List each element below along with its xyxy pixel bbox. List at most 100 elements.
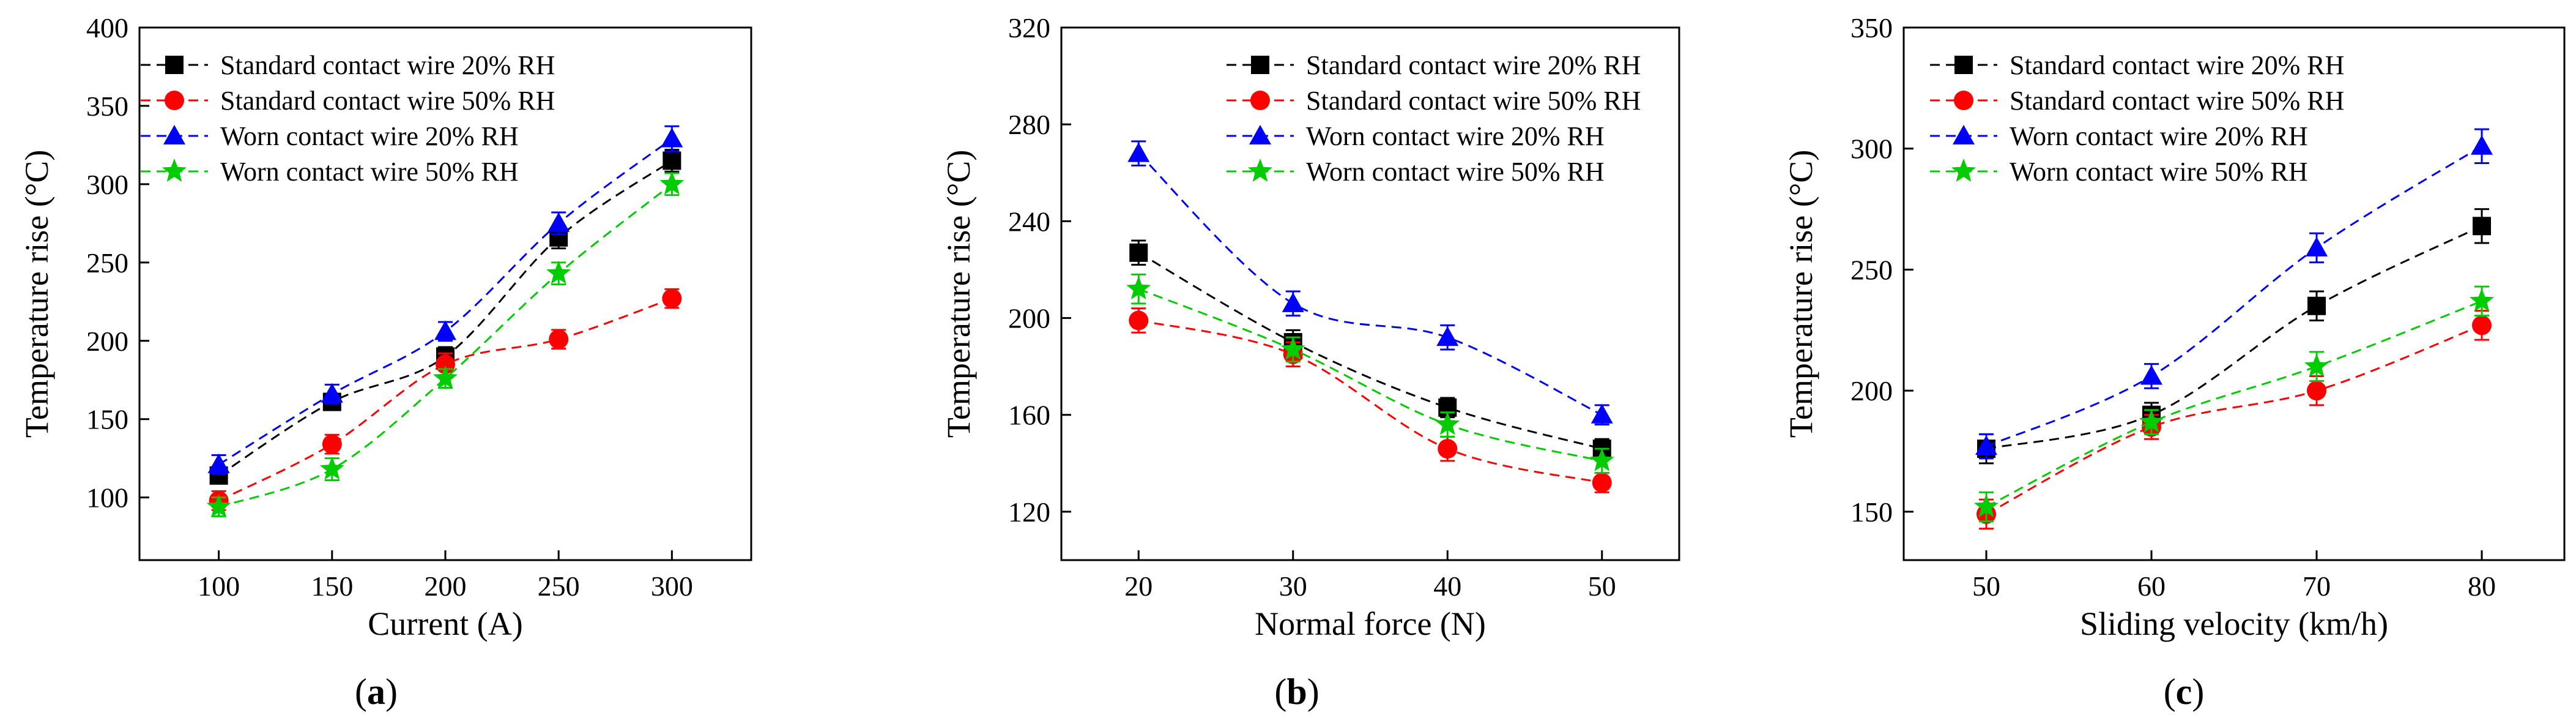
data-point: [1435, 411, 1460, 435]
series-0: [209, 149, 681, 485]
data-point: [321, 383, 343, 403]
plot-frame: [1060, 26, 1680, 561]
y-axis-label: Temperature rise (°C): [1783, 150, 1819, 438]
legend-label: Worn contact wire 20% RH: [220, 121, 519, 151]
panel-label-close: ): [2192, 672, 2204, 712]
data-point: [206, 494, 231, 517]
data-point: [319, 456, 344, 480]
series-line: [218, 160, 673, 477]
y-tick-label: 120: [1008, 496, 1050, 528]
data-point: [1975, 435, 1997, 455]
series-1: [1977, 310, 2492, 530]
data-point: [207, 453, 230, 473]
legend-label: Standard contact wire 20% RH: [2010, 50, 2344, 80]
panel-label-open: (: [355, 672, 367, 712]
data-point: [2140, 365, 2162, 385]
series-line: [1138, 252, 1603, 450]
data-point: [1129, 310, 1149, 331]
data-point: [1592, 473, 1612, 493]
series-3: [206, 171, 685, 517]
data-point: [662, 288, 682, 309]
series-line: [1138, 152, 1603, 416]
data-point: [546, 260, 571, 284]
legend-marker: [165, 56, 184, 74]
data-point: [1282, 292, 1304, 312]
x-tick-label: 250: [538, 571, 580, 602]
series-line: [1986, 145, 2482, 447]
x-tick-label: 20: [1124, 571, 1153, 602]
plot-frame: [1902, 26, 2566, 561]
series-line: [1986, 324, 2482, 515]
panel-label-close: ): [1307, 672, 1320, 712]
data-point: [2304, 353, 2329, 377]
series-1: [1129, 307, 1612, 493]
series-line: [218, 298, 672, 502]
x-axis-label: Current (A): [368, 605, 522, 642]
legend-marker: [1951, 159, 1976, 182]
legend-label: Standard contact wire 50% RH: [1306, 86, 1641, 116]
data-point: [1589, 447, 1614, 471]
panel-label-letter: c: [2176, 672, 2192, 712]
series-2: [207, 125, 683, 475]
x-tick-label: 70: [2303, 571, 2331, 602]
y-tick-label: 160: [1008, 400, 1050, 431]
legend-label: Worn contact wire 50% RH: [220, 157, 519, 187]
data-point: [1591, 403, 1613, 424]
panel-label: (c): [2164, 672, 2205, 712]
y-tick-label: 240: [1008, 206, 1050, 237]
chart-panel-c: 50 60 70 80 150 200 250 300 350 Sliding velocity …: [1783, 12, 2566, 712]
series-line: [218, 183, 673, 508]
series-0: [1977, 208, 2491, 465]
series-line: [1138, 320, 1603, 484]
data-point: [1974, 494, 1999, 517]
x-tick-label: 300: [651, 571, 693, 602]
y-tick-label: 200: [86, 326, 128, 357]
y-tick-label: 350: [86, 91, 128, 122]
data-point: [1280, 337, 1305, 360]
data-point: [663, 151, 681, 170]
panel-label-letter: b: [1286, 672, 1307, 712]
data-point: [433, 365, 458, 389]
legend-marker: [1250, 91, 1270, 110]
x-tick-label: 50: [1588, 571, 1616, 602]
data-point: [322, 434, 342, 454]
series-line: [1986, 225, 2482, 450]
data-point: [434, 320, 456, 340]
data-point: [1126, 276, 1151, 300]
panel-label-letter: a: [367, 672, 385, 712]
y-tick-label: 300: [1850, 133, 1893, 165]
y-tick-label: 250: [86, 247, 128, 279]
data-point: [1436, 326, 1459, 346]
series-line: [218, 138, 673, 466]
series-line: [1138, 288, 1603, 462]
x-tick-label: 50: [1972, 571, 2000, 602]
data-point: [2471, 135, 2493, 155]
legend-marker: [1953, 125, 1975, 144]
data-point: [2470, 288, 2494, 312]
y-tick-label: 150: [1850, 496, 1893, 528]
legend-marker: [165, 91, 184, 110]
legend-marker: [1249, 125, 1271, 144]
legend-label: Standard contact wire 20% RH: [220, 50, 555, 80]
data-point: [1129, 243, 1148, 262]
y-tick-label: 300: [86, 169, 128, 200]
x-tick-label: 30: [1279, 571, 1307, 602]
x-tick-label: 80: [2468, 571, 2496, 602]
legend-marker: [1954, 91, 1973, 110]
chart-panel-b: 20 30 40 50 120 160 200 240 280 320 Normal force (…: [940, 12, 1680, 712]
y-axis-label: Temperature rise (°C): [940, 150, 977, 438]
legend-label: Standard contact wire 50% RH: [220, 86, 555, 116]
y-tick-label: 100: [86, 482, 128, 514]
legend: Standard contact wire 20% RH Standard con…: [1227, 50, 1641, 187]
legend-label: Worn contact wire 20% RH: [1306, 121, 1605, 151]
y-tick-label: 150: [86, 404, 128, 435]
data-point: [661, 127, 683, 148]
data-point: [547, 212, 570, 232]
legend-label: Worn contact wire 20% RH: [2010, 121, 2308, 151]
chart-panel-a: 100 150 200 250 300 100 150 200 250 300 350 400 Curr…: [18, 12, 752, 712]
series-3: [1974, 285, 2494, 523]
x-tick-label: 40: [1433, 571, 1461, 602]
legend-marker: [162, 159, 187, 182]
panel-label: (a): [355, 672, 398, 712]
